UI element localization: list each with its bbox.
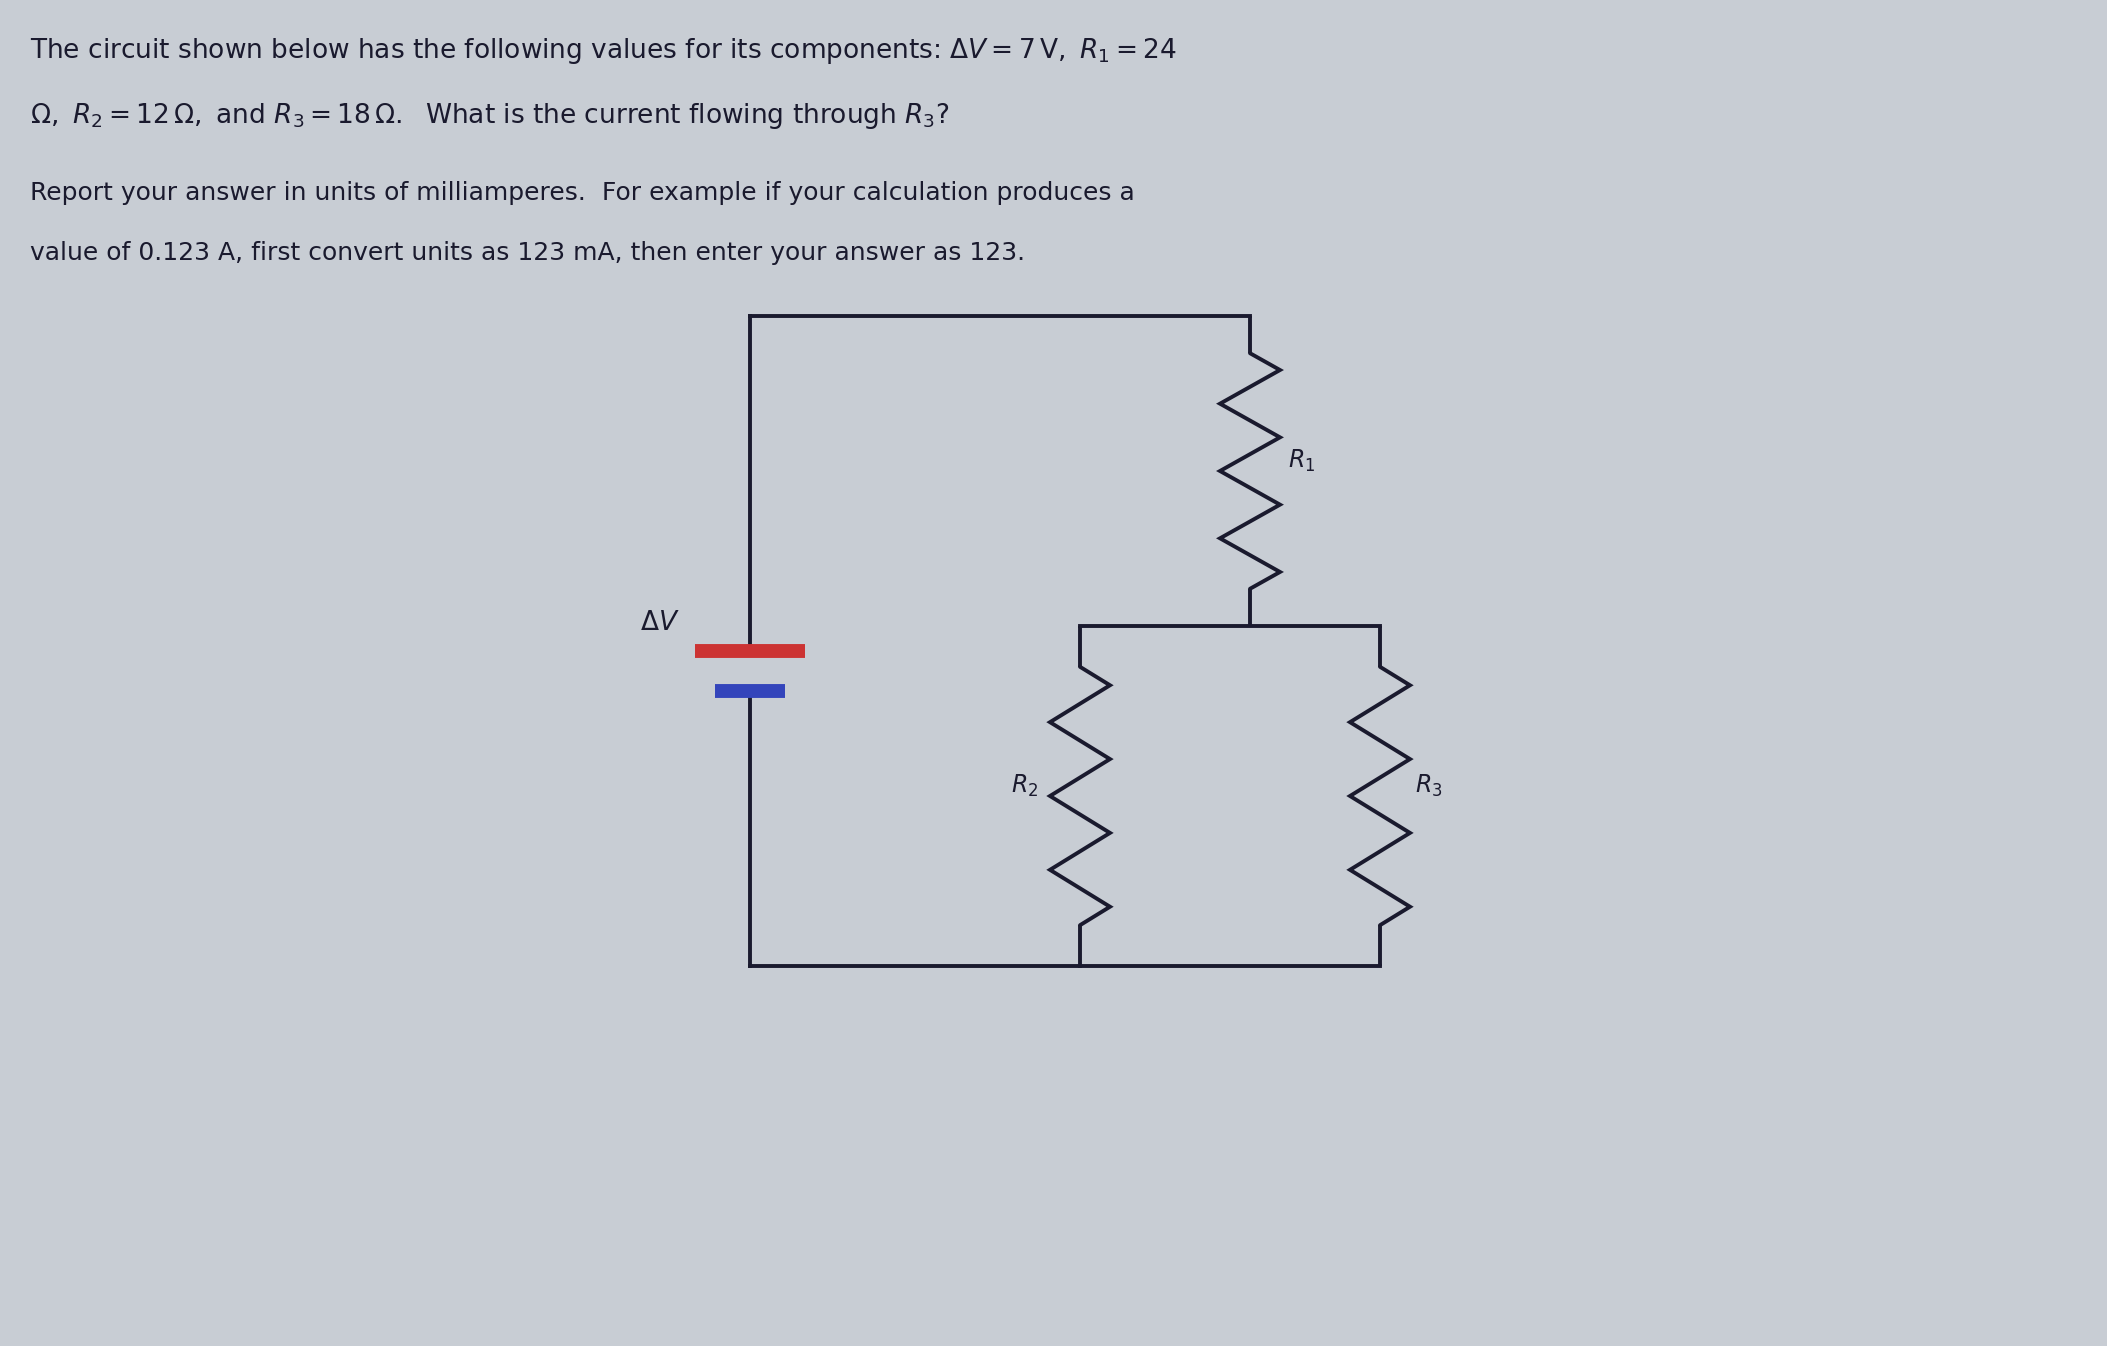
Text: $R_3$: $R_3$: [1416, 773, 1443, 800]
Text: The circuit shown below has the following values for its components: $\Delta V =: The circuit shown below has the followin…: [29, 36, 1176, 66]
Text: value of 0.123 A, first convert units as 123 mA, then enter your answer as 123.: value of 0.123 A, first convert units as…: [29, 241, 1026, 265]
Text: $R_2$: $R_2$: [1011, 773, 1039, 800]
Text: $\Omega,\ R_2 = 12\,\Omega,\ \mathrm{and}\ R_3 = 18\,\Omega.$  What is the curre: $\Omega,\ R_2 = 12\,\Omega,\ \mathrm{and…: [29, 101, 950, 131]
Text: Report your answer in units of milliamperes.  For example if your calculation pr: Report your answer in units of milliampe…: [29, 180, 1136, 205]
Text: $R_1$: $R_1$: [1287, 448, 1315, 474]
Text: $\Delta V$: $\Delta V$: [641, 610, 681, 637]
